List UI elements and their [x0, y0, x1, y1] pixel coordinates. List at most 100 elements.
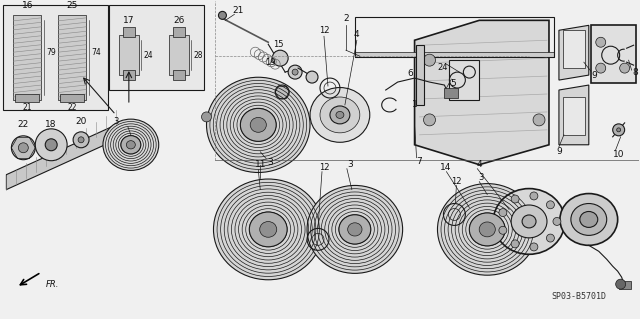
Ellipse shape	[339, 215, 371, 244]
Text: 10: 10	[613, 150, 625, 159]
Text: 12: 12	[451, 177, 461, 186]
Ellipse shape	[560, 194, 618, 245]
Circle shape	[547, 201, 554, 209]
Text: 21: 21	[233, 6, 244, 15]
Bar	[173, 70, 184, 80]
Ellipse shape	[214, 179, 323, 280]
Circle shape	[202, 112, 211, 122]
Text: 22: 22	[67, 103, 77, 112]
Bar	[415, 45, 424, 105]
Text: 14: 14	[440, 163, 451, 172]
Circle shape	[612, 124, 625, 136]
Circle shape	[45, 139, 57, 151]
Text: 3: 3	[268, 158, 273, 167]
Ellipse shape	[522, 215, 536, 228]
Ellipse shape	[511, 205, 547, 238]
Ellipse shape	[469, 213, 505, 246]
Bar	[173, 27, 184, 37]
Polygon shape	[6, 125, 116, 189]
Bar	[119, 35, 139, 75]
Circle shape	[617, 128, 621, 132]
Ellipse shape	[241, 108, 276, 141]
Ellipse shape	[250, 117, 266, 132]
Text: 24: 24	[144, 51, 154, 60]
Text: 9: 9	[556, 147, 562, 156]
Circle shape	[533, 114, 545, 126]
Circle shape	[499, 209, 507, 217]
Circle shape	[73, 132, 89, 148]
Ellipse shape	[126, 141, 135, 149]
Ellipse shape	[330, 106, 350, 124]
Bar	[619, 281, 630, 289]
Text: 4: 4	[354, 30, 360, 39]
Ellipse shape	[207, 77, 310, 173]
Bar	[15, 94, 39, 102]
Ellipse shape	[348, 223, 362, 236]
Circle shape	[12, 136, 35, 160]
Bar	[109, 5, 204, 90]
Text: 4: 4	[476, 160, 482, 169]
Text: 24: 24	[437, 63, 448, 72]
Text: 20: 20	[76, 117, 87, 126]
Text: 21: 21	[22, 103, 32, 112]
Text: 25: 25	[67, 1, 78, 10]
Circle shape	[292, 69, 298, 75]
Text: 2: 2	[343, 14, 349, 23]
Ellipse shape	[336, 111, 344, 118]
Text: 9: 9	[591, 70, 596, 80]
Text: 19: 19	[265, 58, 275, 67]
Text: FR.: FR.	[46, 280, 60, 289]
Ellipse shape	[310, 87, 370, 142]
Ellipse shape	[250, 212, 287, 247]
Text: 5: 5	[451, 78, 456, 87]
Text: 22: 22	[18, 120, 29, 130]
Circle shape	[275, 85, 289, 99]
Ellipse shape	[307, 185, 403, 273]
Bar	[591, 25, 636, 83]
Circle shape	[218, 11, 227, 19]
Circle shape	[511, 240, 519, 248]
Text: 15: 15	[273, 40, 284, 49]
Text: 11: 11	[255, 160, 266, 169]
Ellipse shape	[580, 211, 598, 227]
Bar	[563, 30, 585, 68]
Polygon shape	[415, 20, 549, 165]
Text: 3: 3	[347, 160, 353, 169]
Text: 6: 6	[408, 69, 413, 78]
Circle shape	[272, 50, 288, 66]
Text: 8: 8	[633, 68, 639, 77]
Ellipse shape	[103, 119, 159, 170]
Circle shape	[511, 195, 519, 203]
Text: 74: 74	[91, 48, 101, 57]
Circle shape	[596, 37, 605, 47]
Circle shape	[19, 143, 28, 153]
Bar	[13, 15, 41, 100]
Circle shape	[78, 137, 84, 143]
Text: 79: 79	[46, 48, 56, 57]
Text: 3: 3	[479, 173, 484, 182]
Circle shape	[424, 54, 435, 66]
Circle shape	[553, 218, 561, 226]
Ellipse shape	[493, 189, 565, 254]
Ellipse shape	[260, 222, 276, 237]
Circle shape	[530, 243, 538, 251]
Bar	[60, 94, 84, 102]
Polygon shape	[559, 25, 589, 80]
Circle shape	[499, 226, 507, 234]
Text: 17: 17	[123, 16, 134, 25]
Circle shape	[306, 71, 318, 83]
Bar	[444, 88, 458, 98]
Text: 7: 7	[417, 157, 422, 166]
Bar	[449, 60, 479, 100]
Circle shape	[35, 129, 67, 161]
Text: 16: 16	[22, 1, 33, 10]
Text: 12: 12	[319, 26, 329, 35]
Circle shape	[547, 234, 554, 242]
Ellipse shape	[121, 136, 141, 154]
Bar	[58, 15, 86, 100]
Ellipse shape	[479, 222, 495, 237]
Circle shape	[616, 279, 626, 289]
Bar	[123, 70, 135, 80]
Text: 28: 28	[194, 51, 204, 60]
Circle shape	[596, 63, 605, 73]
